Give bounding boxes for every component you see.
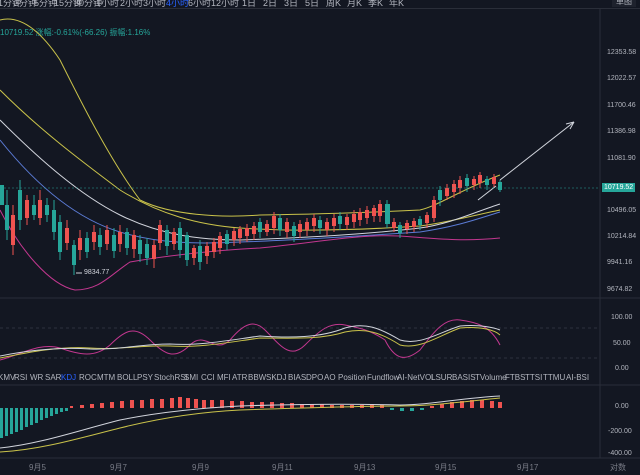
tf-5m[interactable]: 5分钟	[34, 0, 58, 8]
ind-tab-ai-netvol[interactable]: AI-NetVOL	[397, 373, 436, 382]
kdj-j-line	[0, 319, 501, 361]
macd-histogram	[0, 397, 502, 438]
last-price: 10719.52	[0, 28, 34, 37]
ind-tab-psy[interactable]: PSY	[137, 373, 154, 382]
price-tick: 10214.84	[607, 233, 637, 240]
tf-2h[interactable]: 2小时	[120, 0, 144, 8]
timeframe-toolbar: 1分钟 3分钟 5分钟 15分钟 30分钟 1小时 2小时 3小时 4小时 6小…	[0, 0, 640, 9]
ind-tab-roc[interactable]: ROC	[79, 373, 97, 382]
price-tick: 11700.46	[607, 102, 636, 109]
date-tick: 9月11	[272, 463, 293, 472]
date-tick: 9月13	[354, 463, 376, 472]
ind-tab-sar[interactable]: SAR	[45, 373, 62, 382]
tf-3d[interactable]: 3日	[284, 0, 299, 8]
tf-year[interactable]: 年K	[389, 0, 405, 8]
ind-tab-dpo[interactable]: DPO	[306, 373, 324, 382]
ind-tab-lsur[interactable]: LSUR	[431, 373, 453, 382]
macd-dea-line	[0, 397, 501, 453]
ind-tab-mtm[interactable]: MTM	[97, 373, 116, 382]
price-tick: 9941.16	[607, 259, 633, 266]
trend-arrow-head	[565, 121, 575, 130]
kdj-d-line	[0, 327, 501, 359]
date-tick: 9月15	[435, 463, 457, 472]
macd-tick: 0.00	[615, 403, 629, 410]
osc-tick: 50.00	[613, 340, 631, 347]
price-tick: 12353.58	[607, 49, 637, 56]
ind-tab-mfi[interactable]: MFI	[217, 373, 231, 382]
tf-3h[interactable]: 3小时	[143, 0, 167, 8]
ind-tab-smi[interactable]: SMI	[184, 373, 199, 382]
osc-tick: 100.00	[611, 314, 633, 321]
macd-dif-line	[0, 395, 501, 449]
date-axis: 9月5 9月7 9月9 9月11 9月13 9月15 9月17 对数	[0, 458, 640, 475]
indicator-tabs: KMV RSI WR SAR KDJ ROC MTM BOLL PSY Stoc…	[0, 372, 640, 385]
tf-1h[interactable]: 1小时	[96, 0, 120, 8]
amplitude-value: 1.16%	[127, 28, 151, 37]
ind-tab-skdj[interactable]: SKDJ	[266, 373, 287, 382]
ind-tab-boll[interactable]: BOLL	[117, 373, 138, 382]
date-tick: 9月17	[517, 463, 539, 472]
date-tick: 9月7	[110, 463, 127, 472]
price-info: 10719.52 涨幅:-0.61%(-66.26) 振幅:1.16%	[0, 27, 150, 38]
price-tick: 10496.05	[607, 207, 637, 214]
price-tick: 9674.82	[607, 286, 633, 293]
ind-tab-position[interactable]: Position	[338, 373, 367, 382]
macd-tick: -400.00	[608, 450, 632, 457]
ind-tab-wr[interactable]: WR	[30, 373, 44, 382]
osc-tick: 0.00	[615, 365, 629, 372]
ind-tab-ttsi[interactable]: TTSI	[525, 373, 543, 382]
boll-lower-line	[0, 209, 501, 291]
log-scale-toggle[interactable]: 对数	[610, 463, 626, 472]
ind-tab-bias[interactable]: BIAS	[288, 373, 307, 382]
ind-tab-basis[interactable]: BASIS	[452, 373, 476, 382]
tf-5d[interactable]: 5日	[305, 0, 320, 8]
change-value: -0.61%(-66.26)	[53, 28, 108, 37]
current-price-badge: 10719.52	[602, 183, 636, 192]
ind-tab-ttmu[interactable]: TTMU	[543, 373, 566, 382]
macd-tick: -200.00	[608, 428, 632, 435]
date-tick: 9月5	[29, 463, 46, 472]
tf-1m[interactable]: 1分钟	[0, 0, 22, 8]
price-tick: 12022.57	[607, 75, 637, 82]
ind-tab-bbw[interactable]: BBW	[248, 373, 267, 382]
tf-month[interactable]: 月K	[347, 0, 363, 8]
low-price-marker: 9834.77	[84, 269, 110, 276]
tf-30m[interactable]: 30分钟	[74, 0, 103, 8]
candlesticks	[0, 172, 502, 275]
tf-2d[interactable]: 2日	[263, 0, 278, 8]
tf-15m[interactable]: 15分钟	[54, 0, 83, 8]
ind-tab-ftbs[interactable]: FTBS	[505, 373, 526, 382]
ind-tab-atr[interactable]: ATR	[232, 373, 248, 382]
ind-tab-stochrsi[interactable]: StochRSI	[154, 373, 188, 382]
price-tick: 11081.90	[607, 155, 636, 162]
change-label: 涨幅:	[35, 28, 54, 37]
ind-tab-rsi[interactable]: RSI	[14, 373, 28, 382]
tf-week[interactable]: 周K	[326, 0, 342, 8]
ind-tab-ai-bsi[interactable]: AI-BSI	[566, 373, 590, 382]
ma-yellow-line	[0, 89, 501, 231]
ind-tab-ao[interactable]: AO	[324, 373, 336, 382]
trend-arrow-line	[499, 121, 575, 181]
ind-tab-tvolume[interactable]: TVolume	[475, 373, 507, 382]
kdj-k-line	[0, 325, 501, 357]
tf-1d[interactable]: 1日	[242, 0, 257, 8]
tf-12h[interactable]: 12小时	[211, 0, 240, 8]
tf-6h[interactable]: 6小时	[188, 0, 212, 8]
amplitude-label: 振幅:	[109, 28, 128, 37]
tf-quarter[interactable]: 季K	[368, 0, 384, 8]
tf-3m[interactable]: 3分钟	[14, 0, 38, 8]
ind-tab-kmv[interactable]: KMV	[0, 373, 16, 382]
boll-upper-line	[0, 18, 501, 217]
tf-4h[interactable]: 4小时	[166, 0, 190, 8]
single-chart-button[interactable]: 单图	[612, 0, 636, 7]
ind-tab-cci[interactable]: CCI	[201, 373, 215, 382]
ind-tab-kdj[interactable]: KDJ	[61, 373, 77, 382]
ind-tab-fundflow[interactable]: Fundflow	[367, 373, 400, 382]
trend-line-short	[477, 185, 497, 201]
price-tick: 11386.98	[607, 128, 636, 135]
date-tick: 9月9	[192, 463, 209, 472]
